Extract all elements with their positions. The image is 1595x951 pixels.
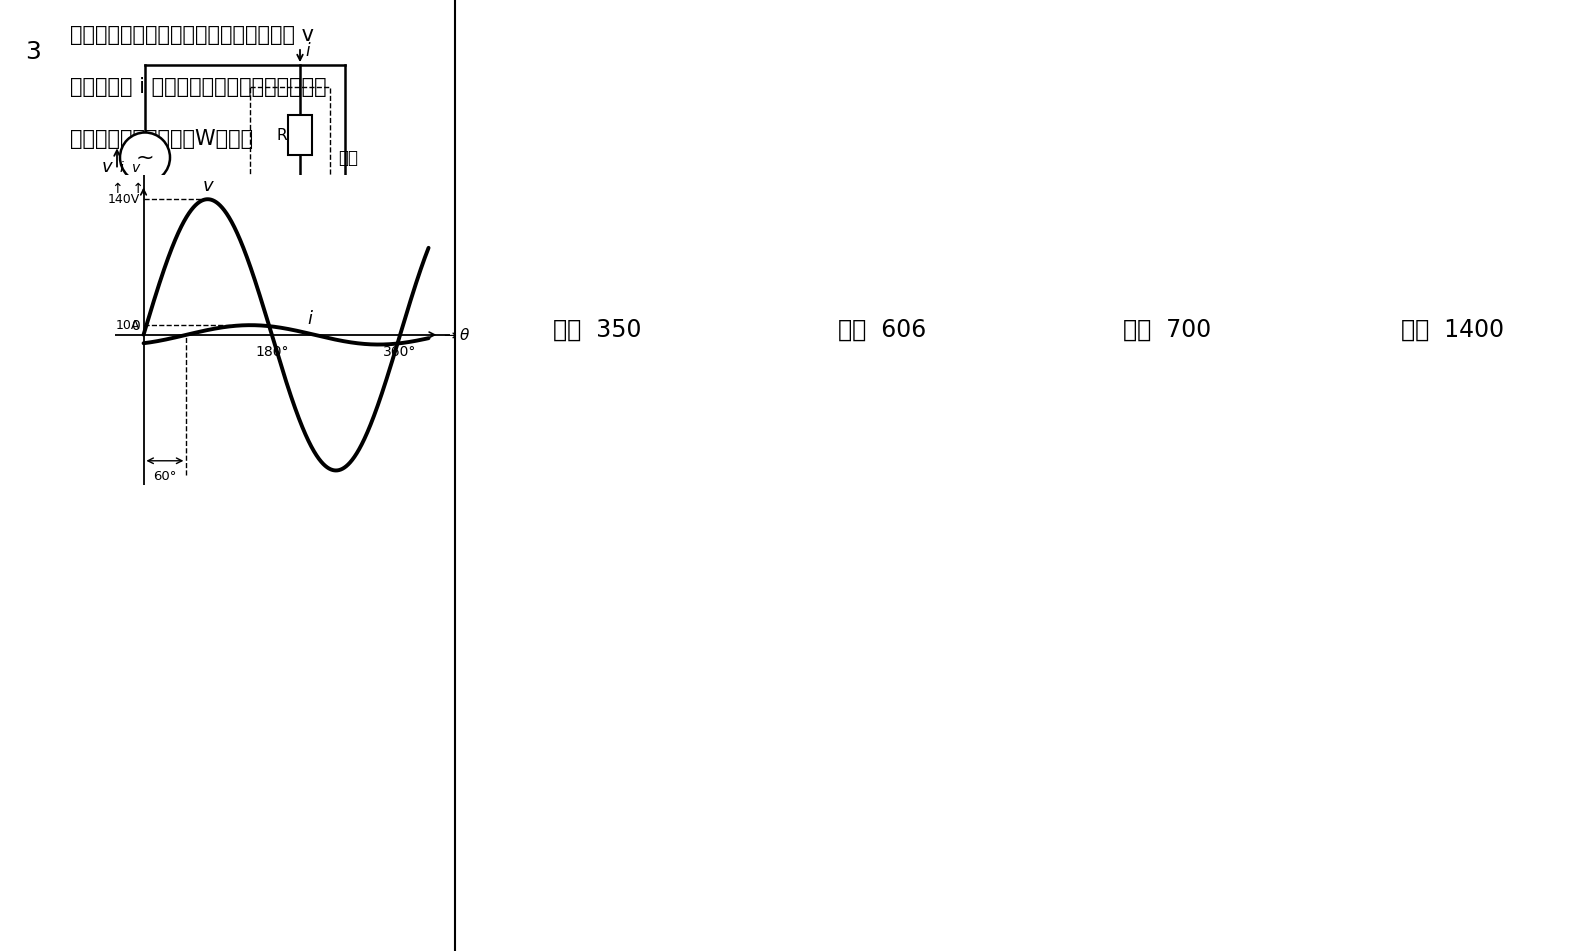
Text: v: v — [102, 159, 112, 177]
Bar — [250, 87, 330, 227]
Text: $i$  $v$: $i$ $v$ — [120, 160, 142, 175]
Bar — [289, 180, 313, 220]
Text: R: R — [276, 127, 287, 143]
Text: ↑  ↑: ↑ ↑ — [112, 182, 144, 196]
Text: L: L — [289, 200, 293, 210]
Text: と負荷電流 i の波形は、図のようであった。: と負荷電流 i の波形は、図のようであった。 — [70, 77, 327, 97]
Text: 負荷: 負荷 — [338, 148, 357, 166]
Text: イ．  350: イ． 350 — [553, 318, 641, 342]
Text: 360°: 360° — [383, 344, 416, 359]
Text: $i$: $i$ — [308, 310, 314, 328]
Text: 0: 0 — [131, 319, 140, 333]
Text: $\rightarrow\theta$: $\rightarrow\theta$ — [442, 327, 471, 343]
Text: ハ．  700: ハ． 700 — [1123, 318, 1212, 342]
Text: 140V: 140V — [108, 193, 140, 205]
Bar — [289, 115, 313, 155]
Text: X: X — [278, 193, 287, 207]
Text: 180°: 180° — [255, 344, 289, 359]
Text: 3: 3 — [26, 40, 41, 64]
Text: ロ．  606: ロ． 606 — [839, 318, 927, 342]
Text: 10A: 10A — [115, 319, 140, 332]
Text: 60°: 60° — [153, 471, 177, 483]
Text: $v$: $v$ — [203, 178, 215, 196]
Circle shape — [120, 132, 171, 183]
Text: i: i — [305, 42, 309, 60]
Text: ~: ~ — [136, 147, 155, 167]
Text: ニ．  1400: ニ． 1400 — [1400, 318, 1504, 342]
Text: 図の正弦波交流回路において、電源電圧 v: 図の正弦波交流回路において、電源電圧 v — [70, 25, 314, 45]
Text: この負荷の消費電力［W］は。: この負荷の消費電力［W］は。 — [70, 129, 254, 149]
